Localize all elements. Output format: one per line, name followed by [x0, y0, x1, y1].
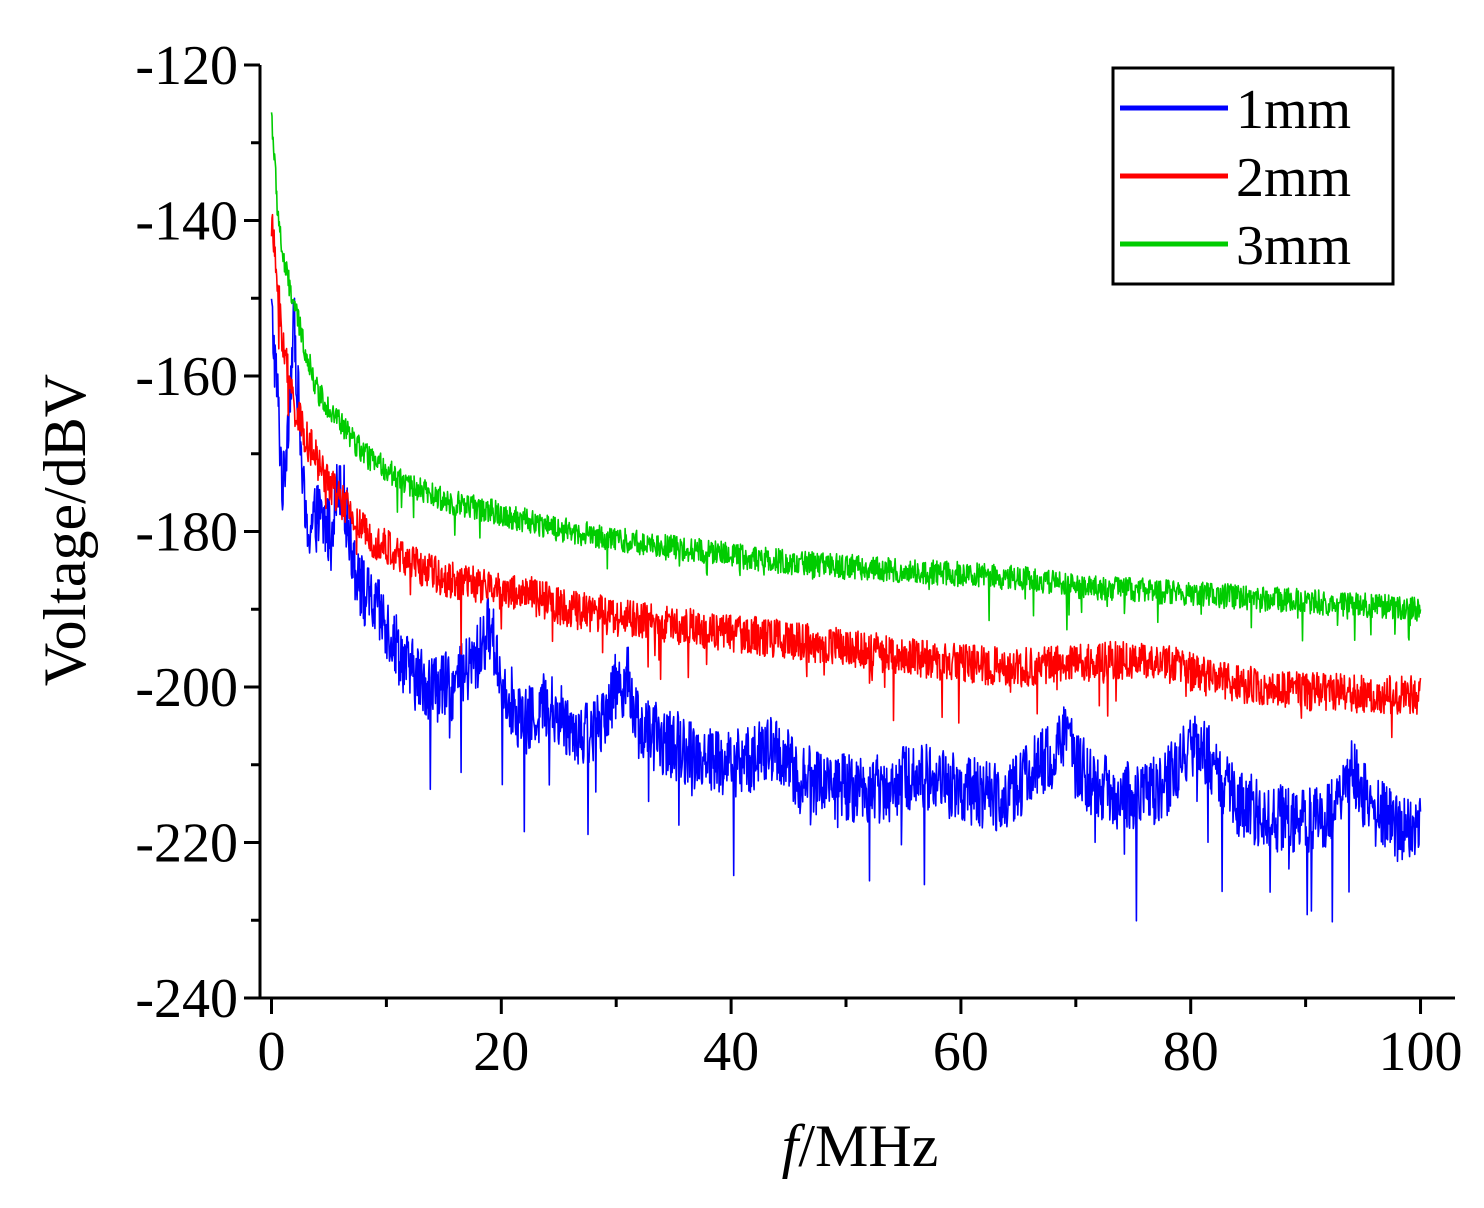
- y-tick-label: -220: [135, 813, 238, 875]
- legend-label-1mm: 1mm: [1236, 79, 1351, 141]
- y-tick-label: -240: [135, 968, 238, 1030]
- ticks-layer: -120 -140 -160 -180 -200 -220 -240 0 20 40 60 80 100: [135, 35, 1462, 1083]
- legend-label-3mm: 3mm: [1236, 215, 1351, 277]
- series-layer: [270, 112, 1422, 923]
- y-tick-label: -180: [135, 502, 238, 564]
- x-tick-label: 0: [257, 1021, 285, 1083]
- y-tick-label: -160: [135, 346, 238, 408]
- x-tick-label: 60: [933, 1021, 989, 1083]
- series-line-3mm: [270, 112, 1422, 642]
- x-tick-label: 80: [1163, 1021, 1219, 1083]
- series-line-1mm: [270, 297, 1422, 923]
- y-axis-title: Voltage/dBV: [32, 374, 98, 686]
- y-tick-label: -200: [135, 657, 238, 719]
- x-tick-label: 100: [1379, 1021, 1463, 1083]
- y-tick-label: -140: [135, 191, 238, 253]
- series-line-2mm: [270, 213, 1422, 739]
- x-tick-label: 20: [473, 1021, 529, 1083]
- legend-label-2mm: 2mm: [1236, 147, 1351, 209]
- y-tick-label: -120: [135, 35, 238, 97]
- x-axis-title: f/MHz: [782, 1113, 939, 1179]
- x-axis-title-unit: /MHz: [798, 1113, 938, 1179]
- x-tick-label: 40: [703, 1021, 759, 1083]
